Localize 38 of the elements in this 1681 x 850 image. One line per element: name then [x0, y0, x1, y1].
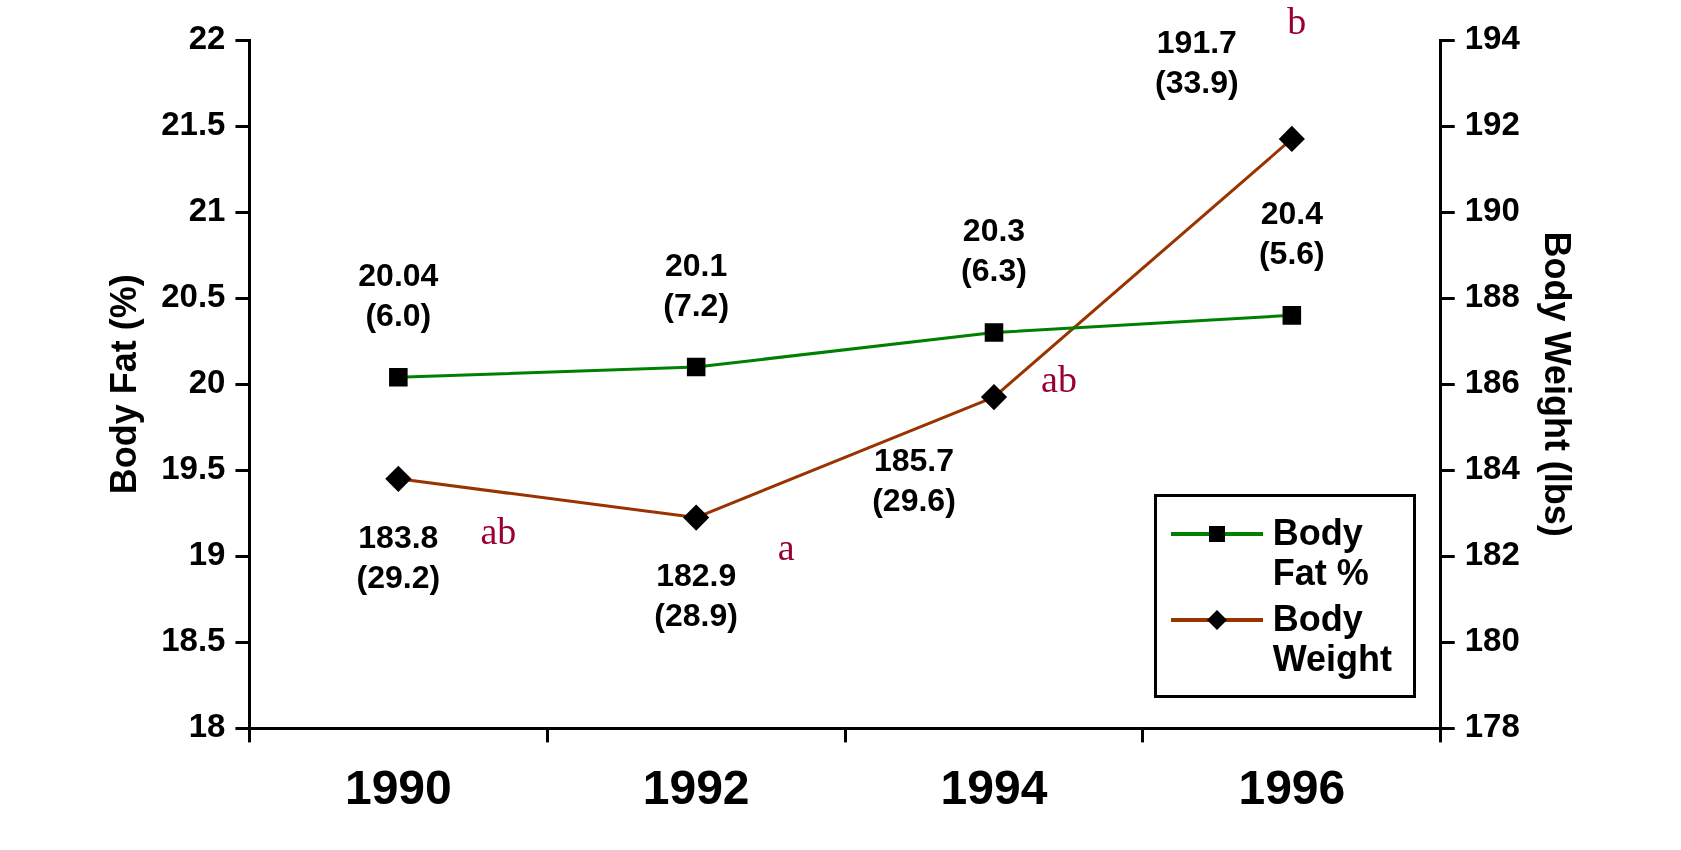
data-label: 20.4 (5.6) — [1258, 195, 1325, 272]
x-tick-label: 1994 — [940, 761, 1048, 815]
data-label: 191.7 (33.9) — [1155, 23, 1239, 100]
y-tick-label: 18 — [188, 707, 226, 745]
y-tick-label: 21.5 — [161, 105, 226, 143]
annotation: ab — [1041, 358, 1077, 401]
y-axis-title: Body Fat (%) — [102, 274, 144, 495]
y-tick-label: 18.5 — [161, 621, 226, 659]
y2-tick-label: 180 — [1464, 621, 1520, 659]
y2-axis-title: Body Weight (lbs) — [1537, 231, 1579, 537]
data-label: 20.3 (6.3) — [961, 212, 1027, 289]
data-label: 20.1 (7.2) — [663, 246, 730, 323]
y2-tick-label: 186 — [1464, 363, 1520, 401]
y2-tick-label: 184 — [1464, 449, 1521, 487]
y-tick-label: 20.5 — [161, 277, 226, 315]
data-label: 185.7 (29.6) — [872, 441, 956, 518]
y-tick-label: 21 — [188, 191, 226, 229]
data-label: 183.8 (29.2) — [356, 518, 441, 595]
y-tick-label: 19.5 — [161, 449, 226, 487]
y2-tick-label: 188 — [1464, 277, 1520, 315]
y2-tick-label: 192 — [1464, 105, 1520, 143]
legend-label: Body Weight — [1272, 598, 1394, 680]
annotation: b — [1287, 0, 1307, 42]
y2-tick-label: 194 — [1464, 19, 1521, 57]
x-tick-label: 1996 — [1238, 761, 1346, 815]
y-tick-label: 19 — [188, 535, 226, 573]
y2-tick-label: 190 — [1464, 191, 1520, 229]
y-tick-label: 20 — [188, 363, 226, 401]
data-label: 182.9 (28.9) — [654, 557, 738, 634]
legend-label: Body Fat % — [1272, 512, 1370, 594]
data-label: 20.04 (6.0) — [358, 257, 439, 334]
annotation: a — [777, 525, 795, 568]
y-tick-label: 22 — [188, 19, 226, 57]
x-tick-label: 1990 — [344, 761, 452, 815]
y2-tick-label: 182 — [1464, 535, 1520, 573]
y2-tick-label: 178 — [1464, 707, 1520, 745]
annotation: ab — [480, 509, 517, 552]
x-tick-label: 1992 — [642, 761, 750, 815]
